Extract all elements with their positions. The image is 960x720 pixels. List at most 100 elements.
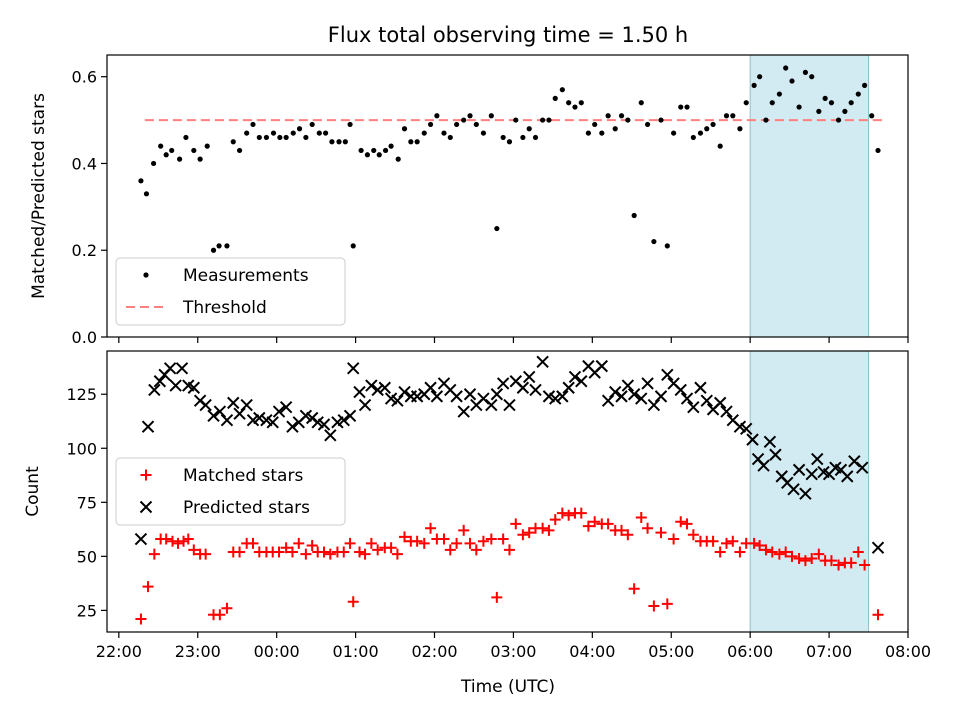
- data-point-measurement: [552, 95, 558, 101]
- data-point-measurement: [467, 113, 473, 119]
- data-point-predicted: [343, 409, 357, 423]
- data-point-measurement: [751, 82, 757, 88]
- data-point-measurement: [244, 130, 250, 136]
- data-point-predicted: [757, 459, 770, 472]
- data-point-measurement: [566, 100, 572, 106]
- legend-label: Measurements: [183, 266, 309, 286]
- y-tick-label: 25: [77, 601, 97, 620]
- data-point-matched: [766, 546, 778, 558]
- data-point-predicted: [353, 385, 366, 399]
- data-point-measurement: [447, 134, 453, 141]
- data-point-matched: [391, 548, 403, 560]
- data-point-predicted: [871, 541, 885, 554]
- data-point-measurement: [434, 113, 440, 119]
- legend-label: Predicted stars: [183, 498, 310, 518]
- data-point-matched: [247, 537, 259, 549]
- data-point-measurement: [835, 117, 842, 123]
- data-point-predicted: [378, 381, 391, 394]
- data-point-matched: [167, 535, 178, 547]
- data-point-measurement: [395, 156, 401, 162]
- y-tick-label: 100: [66, 439, 97, 458]
- data-point-measurement: [480, 130, 487, 136]
- highlight-span: [749, 350, 870, 633]
- data-point-measurement: [651, 238, 657, 245]
- data-point-measurement: [678, 104, 684, 110]
- data-point-measurement: [250, 121, 256, 128]
- data-point-matched: [411, 535, 423, 547]
- data-point-measurement: [309, 121, 315, 128]
- data-point-matched: [642, 522, 654, 534]
- data-point-matched: [347, 596, 359, 608]
- data-point-matched: [687, 529, 699, 541]
- data-point-measurement: [277, 134, 283, 141]
- data-point-matched: [338, 546, 350, 558]
- data-point-matched: [510, 518, 522, 530]
- data-point-measurement: [618, 113, 625, 119]
- data-point-measurement: [336, 139, 342, 145]
- data-point-measurement: [191, 147, 197, 154]
- data-point-measurement: [296, 126, 303, 132]
- data-point-matched: [178, 535, 190, 547]
- x-tick-label: 05:00: [648, 642, 694, 661]
- data-point-predicted: [398, 385, 411, 399]
- data-point-matched: [200, 548, 212, 560]
- data-point-matched: [707, 535, 719, 547]
- data-point-predicted: [324, 429, 337, 442]
- data-point-measurement: [263, 134, 270, 141]
- data-point-predicted: [529, 383, 542, 397]
- data-point-measurement: [506, 139, 513, 145]
- data-point-matched: [635, 511, 647, 523]
- data-point-measurement: [572, 104, 578, 110]
- data-point-predicted: [601, 394, 615, 407]
- data-point-predicted: [700, 394, 713, 407]
- data-point-predicted: [769, 448, 782, 461]
- data-point-matched: [273, 546, 285, 558]
- data-point-predicted: [635, 392, 648, 405]
- data-point-measurement: [421, 130, 427, 136]
- data-point-measurement: [638, 100, 644, 106]
- data-point-measurement: [427, 121, 434, 128]
- data-point-measurement: [500, 134, 506, 141]
- data-point-measurement: [644, 121, 651, 128]
- y-tick-label: 0.6: [72, 68, 97, 87]
- data-point-matched: [543, 524, 555, 536]
- x-axis-label: Time (UTC): [460, 677, 555, 697]
- data-point-matched: [773, 548, 785, 560]
- data-point-measurement: [869, 113, 875, 119]
- data-point-measurement: [704, 126, 710, 132]
- data-point-measurement: [143, 191, 150, 197]
- data-point-predicted: [641, 377, 654, 390]
- data-point-predicted: [720, 405, 733, 418]
- data-point-measurement: [776, 91, 782, 97]
- data-point-predicted: [654, 390, 668, 403]
- data-point-measurement: [612, 126, 618, 132]
- data-point-matched: [648, 600, 660, 612]
- data-point-matched: [425, 522, 437, 534]
- figure-title: Flux total observing time = 1.50 h: [328, 23, 688, 47]
- data-point-measurement: [210, 247, 217, 253]
- data-point-predicted: [450, 390, 463, 403]
- data-point-predicted: [856, 461, 869, 474]
- legend-label: Matched stars: [183, 466, 303, 486]
- data-point-predicted: [148, 383, 161, 397]
- data-point-predicted: [595, 359, 609, 373]
- data-point-measurement: [730, 113, 736, 119]
- data-point-matched: [418, 537, 430, 549]
- data-point-measurement: [414, 139, 420, 145]
- data-point-measurement: [743, 100, 749, 106]
- data-point-matched: [786, 550, 798, 562]
- data-point-predicted: [220, 413, 234, 427]
- data-point-matched: [622, 529, 634, 541]
- data-point-matched: [293, 537, 305, 549]
- x-tick-label: 06:00: [727, 642, 773, 661]
- data-point-predicted: [187, 381, 201, 394]
- data-point-matched: [582, 520, 594, 532]
- data-point-matched: [754, 540, 766, 552]
- data-point-predicted: [169, 379, 182, 392]
- data-point-predicted: [575, 375, 588, 388]
- data-point-predicted: [799, 487, 812, 500]
- data-point-matched: [793, 553, 805, 565]
- data-point-measurement: [605, 113, 611, 119]
- data-point-predicted: [347, 362, 360, 375]
- data-point-measurement: [664, 243, 670, 249]
